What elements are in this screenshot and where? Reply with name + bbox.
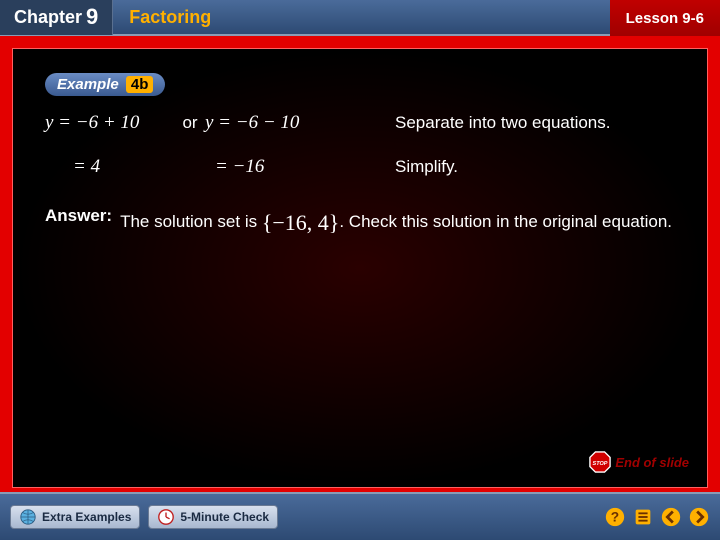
lesson-label: Lesson 9-6 <box>626 10 704 27</box>
nav-controls: ? <box>604 506 710 528</box>
example-number: 4b <box>126 76 154 93</box>
next-button[interactable] <box>688 506 710 528</box>
prev-button[interactable] <box>660 506 682 528</box>
equation-right: = −16 <box>205 156 335 178</box>
contents-button[interactable] <box>632 506 654 528</box>
equation-row-1: y = −6 + 10 or y = −6 − 10 Separate into… <box>45 112 675 134</box>
chevron-right-icon <box>688 506 710 528</box>
solution-set: {−16, 4} <box>262 210 340 235</box>
help-button[interactable]: ? <box>604 506 626 528</box>
explain-text: Separate into two equations. <box>395 113 675 133</box>
equation-left: y = −6 + 10 <box>45 112 175 134</box>
end-slide-label: End of slide <box>615 455 689 470</box>
answer-text: The solution set is {−16, 4}. Check this… <box>120 206 675 239</box>
end-of-slide: STOP End of slide <box>589 451 689 473</box>
content-area: Example 4b y = −6 + 10 or y = −6 − 10 Se… <box>12 48 708 488</box>
stop-icon: STOP <box>589 451 611 473</box>
answer-label: Answer: <box>45 206 112 239</box>
svg-text:?: ? <box>611 510 619 525</box>
answer-before: The solution set is <box>120 212 262 231</box>
five-minute-check-button[interactable]: 5-Minute Check <box>148 505 278 529</box>
explain-text: Simplify. <box>395 157 675 177</box>
equation-row-2: = 4 = −16 Simplify. <box>45 156 675 178</box>
help-icon: ? <box>604 506 626 528</box>
answer-after: . Check this solution in the original eq… <box>339 212 672 231</box>
content-frame: Example 4b y = −6 + 10 or y = −6 − 10 Se… <box>8 44 712 492</box>
chapter-number: 9 <box>86 4 98 30</box>
footer-bar: Extra Examples 5-Minute Check ? <box>0 492 720 540</box>
lesson-box: Lesson 9-6 <box>610 0 720 36</box>
slide: Chapter 9 Factoring Lesson 9-6 Example 4… <box>0 0 720 540</box>
chevron-left-icon <box>660 506 682 528</box>
extra-examples-button[interactable]: Extra Examples <box>10 505 140 529</box>
chapter-box: Chapter 9 <box>0 0 113 35</box>
book-icon <box>632 506 654 528</box>
clock-icon <box>157 508 175 526</box>
example-badge: Example 4b <box>45 73 165 96</box>
five-minute-check-label: 5-Minute Check <box>180 510 269 524</box>
answer-block: Answer: The solution set is {−16, 4}. Ch… <box>45 206 675 239</box>
extra-examples-label: Extra Examples <box>42 510 131 524</box>
globe-icon <box>19 508 37 526</box>
chapter-subtitle: Factoring <box>129 7 211 28</box>
equation-left: = 4 <box>45 156 175 178</box>
example-label: Example <box>57 76 119 93</box>
svg-text:STOP: STOP <box>593 461 608 467</box>
equation-right: y = −6 − 10 <box>205 112 335 134</box>
connector-or: or <box>175 113 205 133</box>
header-bar: Chapter 9 Factoring Lesson 9-6 <box>0 0 720 36</box>
chapter-label: Chapter <box>14 7 82 28</box>
